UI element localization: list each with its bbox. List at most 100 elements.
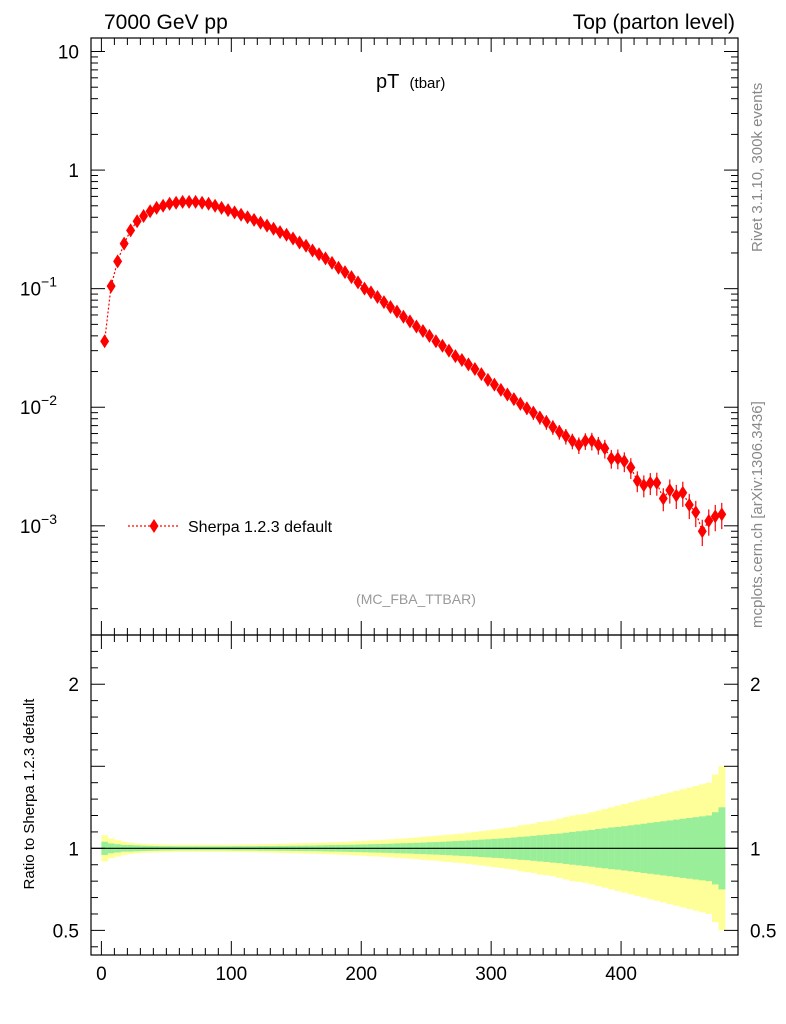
data-point xyxy=(483,372,493,387)
x-tick-label: 400 xyxy=(605,964,637,985)
data-point xyxy=(113,254,123,269)
ratio-y-tick-label-left: 1 xyxy=(68,839,79,860)
data-point xyxy=(106,279,116,294)
x-tick-label: 300 xyxy=(475,964,507,985)
data-point xyxy=(340,265,350,280)
analysis-watermark: (MC_FBA_TTBAR) xyxy=(356,591,476,607)
data-point xyxy=(665,483,675,498)
rivet-label: Rivet 3.1.10, 300k events xyxy=(749,83,766,252)
data-point xyxy=(658,491,668,506)
data-point xyxy=(600,441,610,456)
main-plot-frame xyxy=(90,37,739,636)
data-point xyxy=(457,353,467,368)
data-point xyxy=(567,433,577,448)
data-point xyxy=(243,210,253,225)
data-point xyxy=(424,328,434,343)
data-point xyxy=(574,438,584,453)
data-point xyxy=(639,478,649,493)
data-point xyxy=(405,314,415,329)
data-point xyxy=(171,195,181,210)
legend: Sherpa 1.2.3 default xyxy=(128,519,333,536)
data-point xyxy=(184,194,194,209)
y-tick-exponent: −2 xyxy=(41,392,57,408)
y-tick-base: 10 xyxy=(58,43,79,64)
legend-marker xyxy=(149,519,159,533)
data-point xyxy=(496,382,506,397)
data-point xyxy=(470,362,480,377)
data-point xyxy=(431,334,441,349)
ratio-y-tick-label-left: 0.5 xyxy=(53,921,79,942)
plot-frames xyxy=(90,37,739,956)
data-point xyxy=(256,215,266,230)
data-point xyxy=(509,392,519,407)
data-point xyxy=(684,497,694,512)
data-point xyxy=(372,290,382,305)
data-point xyxy=(489,377,499,392)
header-left-label: 7000 GeV pp xyxy=(104,11,228,34)
data-point xyxy=(230,205,240,220)
y-tick-label: 1 xyxy=(68,161,79,182)
data-point xyxy=(437,338,447,353)
ratio-y-tick-label-right: 1 xyxy=(750,839,761,860)
data-point xyxy=(132,214,142,229)
data-point xyxy=(139,209,149,224)
data-point xyxy=(535,410,545,425)
data-point xyxy=(541,415,551,430)
x-tick-label: 200 xyxy=(345,964,377,985)
data-point xyxy=(561,429,571,444)
data-point xyxy=(554,424,564,439)
header-right-label: Top (parton level) xyxy=(573,11,735,34)
data-point xyxy=(379,295,389,310)
data-point xyxy=(476,367,486,382)
data-series xyxy=(100,194,727,547)
data-point xyxy=(522,401,532,416)
ratio-y-tick-label-right: 0.5 xyxy=(750,921,776,942)
data-point xyxy=(197,195,207,210)
data-point xyxy=(671,488,681,503)
data-point xyxy=(411,319,421,334)
data-point xyxy=(223,203,233,218)
data-point xyxy=(626,460,636,475)
data-point xyxy=(463,357,473,372)
y-tick-label: 10 xyxy=(58,43,79,64)
data-point xyxy=(236,207,246,222)
data-point xyxy=(301,238,311,253)
ratio-y-tick-label-right: 2 xyxy=(750,675,761,696)
data-point xyxy=(697,524,707,539)
y-tick-base: 10 xyxy=(20,280,41,301)
data-point xyxy=(548,420,558,435)
y-tick-label: 10−2 xyxy=(20,392,57,419)
data-point xyxy=(191,194,201,209)
y-tick-base: 1 xyxy=(68,161,79,182)
title-main: pT xyxy=(376,71,399,93)
y-tick-exponent: −3 xyxy=(41,511,57,527)
x-tick-label: 100 xyxy=(215,964,247,985)
x-tick-label: 0 xyxy=(96,964,107,985)
data-point xyxy=(652,475,662,490)
data-point xyxy=(385,300,395,315)
data-point xyxy=(444,343,454,358)
data-point xyxy=(321,251,331,266)
series-line xyxy=(104,201,722,533)
data-point xyxy=(204,196,214,211)
y-tick-base: 10 xyxy=(20,517,41,538)
data-point xyxy=(366,285,376,300)
data-point xyxy=(704,513,714,528)
axis-ticks xyxy=(91,38,738,955)
data-point xyxy=(502,387,512,402)
data-point xyxy=(678,485,688,500)
mcplots-label: mcplots.cern.ch [arXiv:1306.3436] xyxy=(749,401,766,628)
data-point xyxy=(619,454,629,469)
data-point xyxy=(327,255,337,270)
data-point xyxy=(606,451,616,466)
data-point xyxy=(158,198,168,213)
data-point xyxy=(346,270,356,285)
data-point xyxy=(249,212,259,227)
data-point xyxy=(418,323,428,338)
data-point xyxy=(165,196,175,211)
data-point xyxy=(587,433,597,448)
ratio-bands xyxy=(91,766,738,931)
data-point xyxy=(580,433,590,448)
